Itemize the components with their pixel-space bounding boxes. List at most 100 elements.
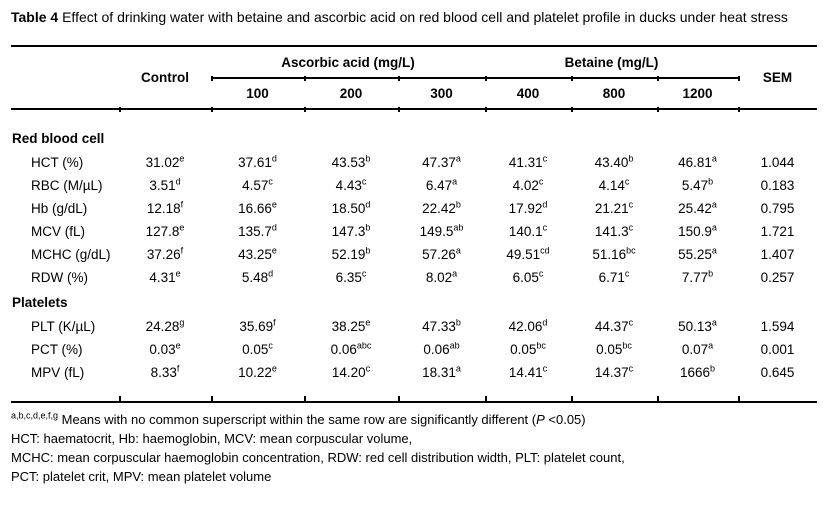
value-cell: 18.50d	[331, 199, 371, 216]
table-caption: Table 4 Effect of drinking water with be…	[11, 9, 813, 26]
significance-superscript: a	[455, 363, 461, 374]
value-cell: 16.66e	[238, 199, 277, 216]
footnote-significance: a,b,c,d,e,f,g Means with no common super…	[11, 410, 817, 429]
rule-tick	[485, 76, 487, 81]
significance-superscript: a	[455, 245, 461, 256]
value-cell: 37.26f	[146, 245, 184, 262]
significance-superscript: f	[180, 199, 184, 210]
value-cell: 135.7d	[238, 222, 277, 239]
value-cell: 47.33b	[422, 317, 461, 334]
significance-superscript: c	[538, 176, 544, 187]
value-cell: 8.33f	[150, 363, 180, 380]
rule-tick	[398, 107, 400, 112]
value-cell: 55.25a	[678, 245, 717, 262]
rule-tick	[304, 396, 306, 401]
value-cell: 14.37c	[594, 363, 634, 380]
sem-cell: 0.183	[760, 178, 795, 193]
col-header-dose-800: 800	[571, 78, 658, 110]
value-cell: 6.47a	[425, 176, 458, 193]
rule-tick	[571, 107, 573, 112]
significance-superscript: d	[271, 222, 277, 233]
significance-superscript: d	[365, 199, 371, 210]
value-cell: 5.47b	[681, 176, 714, 193]
value-cell: 43.53b	[331, 153, 371, 170]
value-cell: 14.20c	[331, 363, 371, 380]
header-group-row: Control Ascorbic acid (mg/L) Betaine (mg…	[11, 46, 818, 110]
value-cell: 127.8e	[145, 222, 185, 239]
significance-superscript: a	[455, 153, 461, 164]
section-label: Red blood cell	[12, 130, 105, 146]
row-label: RBC (M/µL)	[31, 178, 103, 193]
value-cell: 37.61d	[238, 153, 277, 170]
significance-superscript: c	[268, 176, 273, 187]
rule-tick	[657, 76, 659, 81]
footnote-significance-text: Means with no common superscript within …	[58, 412, 537, 427]
sem-cell: 0.001	[760, 342, 795, 357]
data-row: PCT (%) 0.03e 0.05c 0.06abc 0.06ab 0.05bc 0.05…	[11, 338, 817, 361]
footnotes: a,b,c,d,e,f,g Means with no common super…	[11, 410, 817, 486]
rule-tick	[571, 76, 573, 81]
data-row: RBC (M/µL) 3.51d 4.57c 4.43c 6.47a 4.02c 4.14c…	[11, 174, 817, 197]
significance-superscript: e	[271, 245, 277, 256]
col-header-sem: SEM	[738, 46, 818, 110]
rule-tick	[304, 76, 306, 81]
col-header-dose-100: 100	[211, 78, 304, 110]
rule-tick	[398, 396, 400, 401]
section-row: Red blood cell	[11, 109, 817, 151]
significance-superscript: d	[268, 268, 274, 279]
significance-superscript: e	[271, 363, 277, 374]
sem-cell: 0.645	[760, 365, 795, 380]
significance-superscript: c	[628, 222, 634, 233]
significance-superscript: a	[711, 199, 717, 210]
data-row: PLT (K/µL) 24.28g 35.69f 38.25e 47.33b 42.06d…	[11, 315, 817, 338]
sem-cell: 0.795	[760, 201, 795, 216]
col-header-dose-400: 400	[485, 78, 572, 110]
value-cell: 49.51cd	[506, 245, 550, 262]
significance-superscript: a	[711, 153, 717, 164]
value-cell: 5.48d	[241, 268, 274, 285]
value-cell: 141.3c	[594, 222, 634, 239]
table-caption-text: Effect of drinking water with betaine an…	[62, 9, 788, 25]
rule-tick	[657, 107, 659, 112]
significance-superscript: e	[271, 199, 277, 210]
value-cell: 1666b	[680, 363, 716, 380]
significance-superscript: c	[628, 199, 634, 210]
value-cell: 4.02c	[512, 176, 544, 193]
section-label: Platelets	[12, 294, 68, 310]
significance-superscript: b	[628, 153, 634, 164]
data-row: HCT (%) 31.02e 37.61d 43.53b 47.37a 41.31c 43.…	[11, 151, 817, 174]
value-cell: 43.25e	[238, 245, 277, 262]
value-cell: 42.06d	[508, 317, 548, 334]
rule-tick	[119, 107, 121, 112]
significance-superscript: g	[179, 317, 185, 328]
significance-superscript: c	[361, 268, 367, 279]
value-cell: 22.42b	[422, 199, 461, 216]
value-cell: 0.06ab	[423, 340, 460, 357]
significance-superscript: a	[708, 340, 714, 351]
significance-superscript: e	[179, 153, 185, 164]
significance-superscript: f	[180, 245, 184, 256]
value-cell: 51.16bc	[592, 245, 636, 262]
paper-table-figure: Table 4 Effect of drinking water with be…	[11, 9, 818, 486]
header-dose-row: 100 200 300 400 800 1200	[11, 78, 817, 110]
value-cell: 0.05c	[242, 340, 273, 357]
data-row: Hb (g/dL) 12.18f 16.66e 18.50d 22.42b 17.92d 2…	[11, 197, 817, 220]
significance-superscript: c	[628, 363, 634, 374]
value-cell: 25.42a	[678, 199, 717, 216]
value-cell: 8.02a	[425, 268, 458, 285]
significance-superscript: c	[624, 268, 630, 279]
sem-cell: 1.594	[760, 319, 795, 334]
significance-superscript: d	[542, 317, 548, 328]
significance-superscript: b	[710, 363, 716, 374]
value-cell: 46.81a	[678, 153, 717, 170]
sem-cell: 1.407	[760, 247, 795, 262]
rule-tick	[571, 396, 573, 401]
row-label: HCT (%)	[31, 155, 84, 170]
value-cell: 6.05c	[512, 268, 544, 285]
col-group-ascorbic-acid: Ascorbic acid (mg/L)	[211, 46, 486, 79]
value-cell: 4.43c	[335, 176, 367, 193]
rule-tick	[485, 396, 487, 401]
value-cell: 140.1c	[508, 222, 548, 239]
corner-cell	[11, 46, 119, 110]
value-cell: 41.31c	[508, 153, 548, 170]
